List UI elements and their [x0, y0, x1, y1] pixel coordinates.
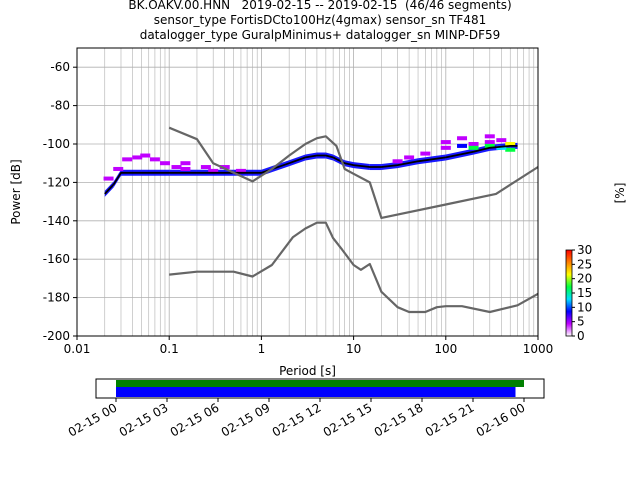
- density-cell: [200, 165, 211, 170]
- density-cell: [440, 145, 451, 150]
- density-cell: [404, 155, 415, 160]
- density-cell: [484, 140, 495, 145]
- mean-psd-line: [104, 144, 518, 195]
- y-tick-label: -80: [50, 99, 70, 113]
- timeline-tick-label: 02-16 00: [474, 400, 528, 439]
- y-tick-label: -200: [43, 329, 70, 343]
- density-cell: [496, 138, 507, 143]
- density-cell: [171, 165, 182, 170]
- density-cell: [113, 166, 124, 171]
- timeline-tick-label: 02-15 18: [372, 400, 426, 439]
- x-tick-label: 10: [346, 342, 361, 356]
- x-axis-label: Period [s]: [279, 364, 336, 378]
- density-cell: [496, 145, 507, 150]
- density-cell: [457, 143, 468, 148]
- density-cell: [484, 143, 495, 148]
- x-tick-label: 1000: [523, 342, 554, 356]
- title-line-2: sensor_type FortisDCto100Hz(4gmax) senso…: [153, 13, 487, 27]
- colorbar-bar: [565, 249, 573, 337]
- y-tick-label: -100: [43, 137, 70, 151]
- plot-frame: [76, 47, 539, 337]
- timeline-tick-label: 02-15 03: [117, 400, 171, 439]
- colorbar-tick-label: 0: [577, 329, 585, 343]
- density-cell: [505, 147, 516, 152]
- availability-bar: [116, 387, 516, 397]
- timeline-tick-label: 02-15 00: [66, 400, 120, 439]
- density-cell: [180, 166, 191, 171]
- density-cell: [468, 145, 479, 150]
- low-noise-model-line: [169, 221, 539, 314]
- x-tick-label: 0.1: [160, 342, 179, 356]
- density-cell: [122, 157, 133, 162]
- colorbar-tick-label: 20: [577, 272, 592, 286]
- density-cell: [159, 161, 170, 166]
- title-line-3: datalogger_type GuralpMinimus+ datalogge…: [139, 28, 501, 42]
- density-cell: [468, 142, 479, 146]
- density-cell: [219, 165, 230, 170]
- density-cell: [140, 153, 151, 158]
- density-cell: [392, 159, 403, 164]
- density-cell: [132, 155, 143, 160]
- colorbar-tick-label: 10: [577, 300, 592, 314]
- density-cell: [103, 176, 114, 181]
- colorbar-tick-label: 5: [577, 315, 585, 329]
- density-cell: [457, 136, 468, 141]
- timeline-tick-label: 02-15 15: [321, 400, 375, 439]
- y-tick-label: -160: [43, 252, 70, 266]
- density-cell: [235, 168, 246, 173]
- colorbar-tick-label: 25: [577, 257, 592, 271]
- availability-bar: [116, 380, 524, 387]
- x-tick-label: 100: [434, 342, 457, 356]
- y-tick-label: -120: [43, 175, 70, 189]
- x-tick-label: 1: [258, 342, 266, 356]
- y-axis-label: Power [dB]: [9, 159, 23, 224]
- title-line-1: BK.OAKV.00.HNN 2019-02-15 -- 2019-02-15 …: [128, 0, 512, 12]
- timeline-tick-label: 02-15 09: [219, 400, 273, 439]
- y-tick-label: -140: [43, 214, 70, 228]
- y-tick-label: -180: [43, 291, 70, 305]
- colorbar-tick-label: 15: [577, 286, 592, 300]
- density-cell: [180, 161, 191, 166]
- timeline-tick-label: 02-15 21: [423, 400, 477, 439]
- colorbar-tick-label: 30: [577, 243, 592, 257]
- timeline-tick-label: 02-15 06: [168, 400, 222, 439]
- psd-plot: 0.01 0.1 1 10 100 1000 -60 -80 -100 -120 -140 -160 -…: [9, 47, 554, 378]
- y-tick-label: -60: [50, 60, 70, 74]
- density-cell: [484, 134, 495, 139]
- x-tick-label: 0.01: [64, 342, 91, 356]
- density-cell: [208, 168, 219, 173]
- density-cell: [149, 157, 160, 162]
- density-cell: [420, 151, 431, 156]
- colorbar-label: [%]: [613, 183, 627, 204]
- density-cell: [440, 140, 451, 145]
- density-cell: [505, 142, 516, 146]
- timeline-tick-label: 02-15 12: [270, 400, 324, 439]
- high-noise-model-line: [168, 126, 539, 219]
